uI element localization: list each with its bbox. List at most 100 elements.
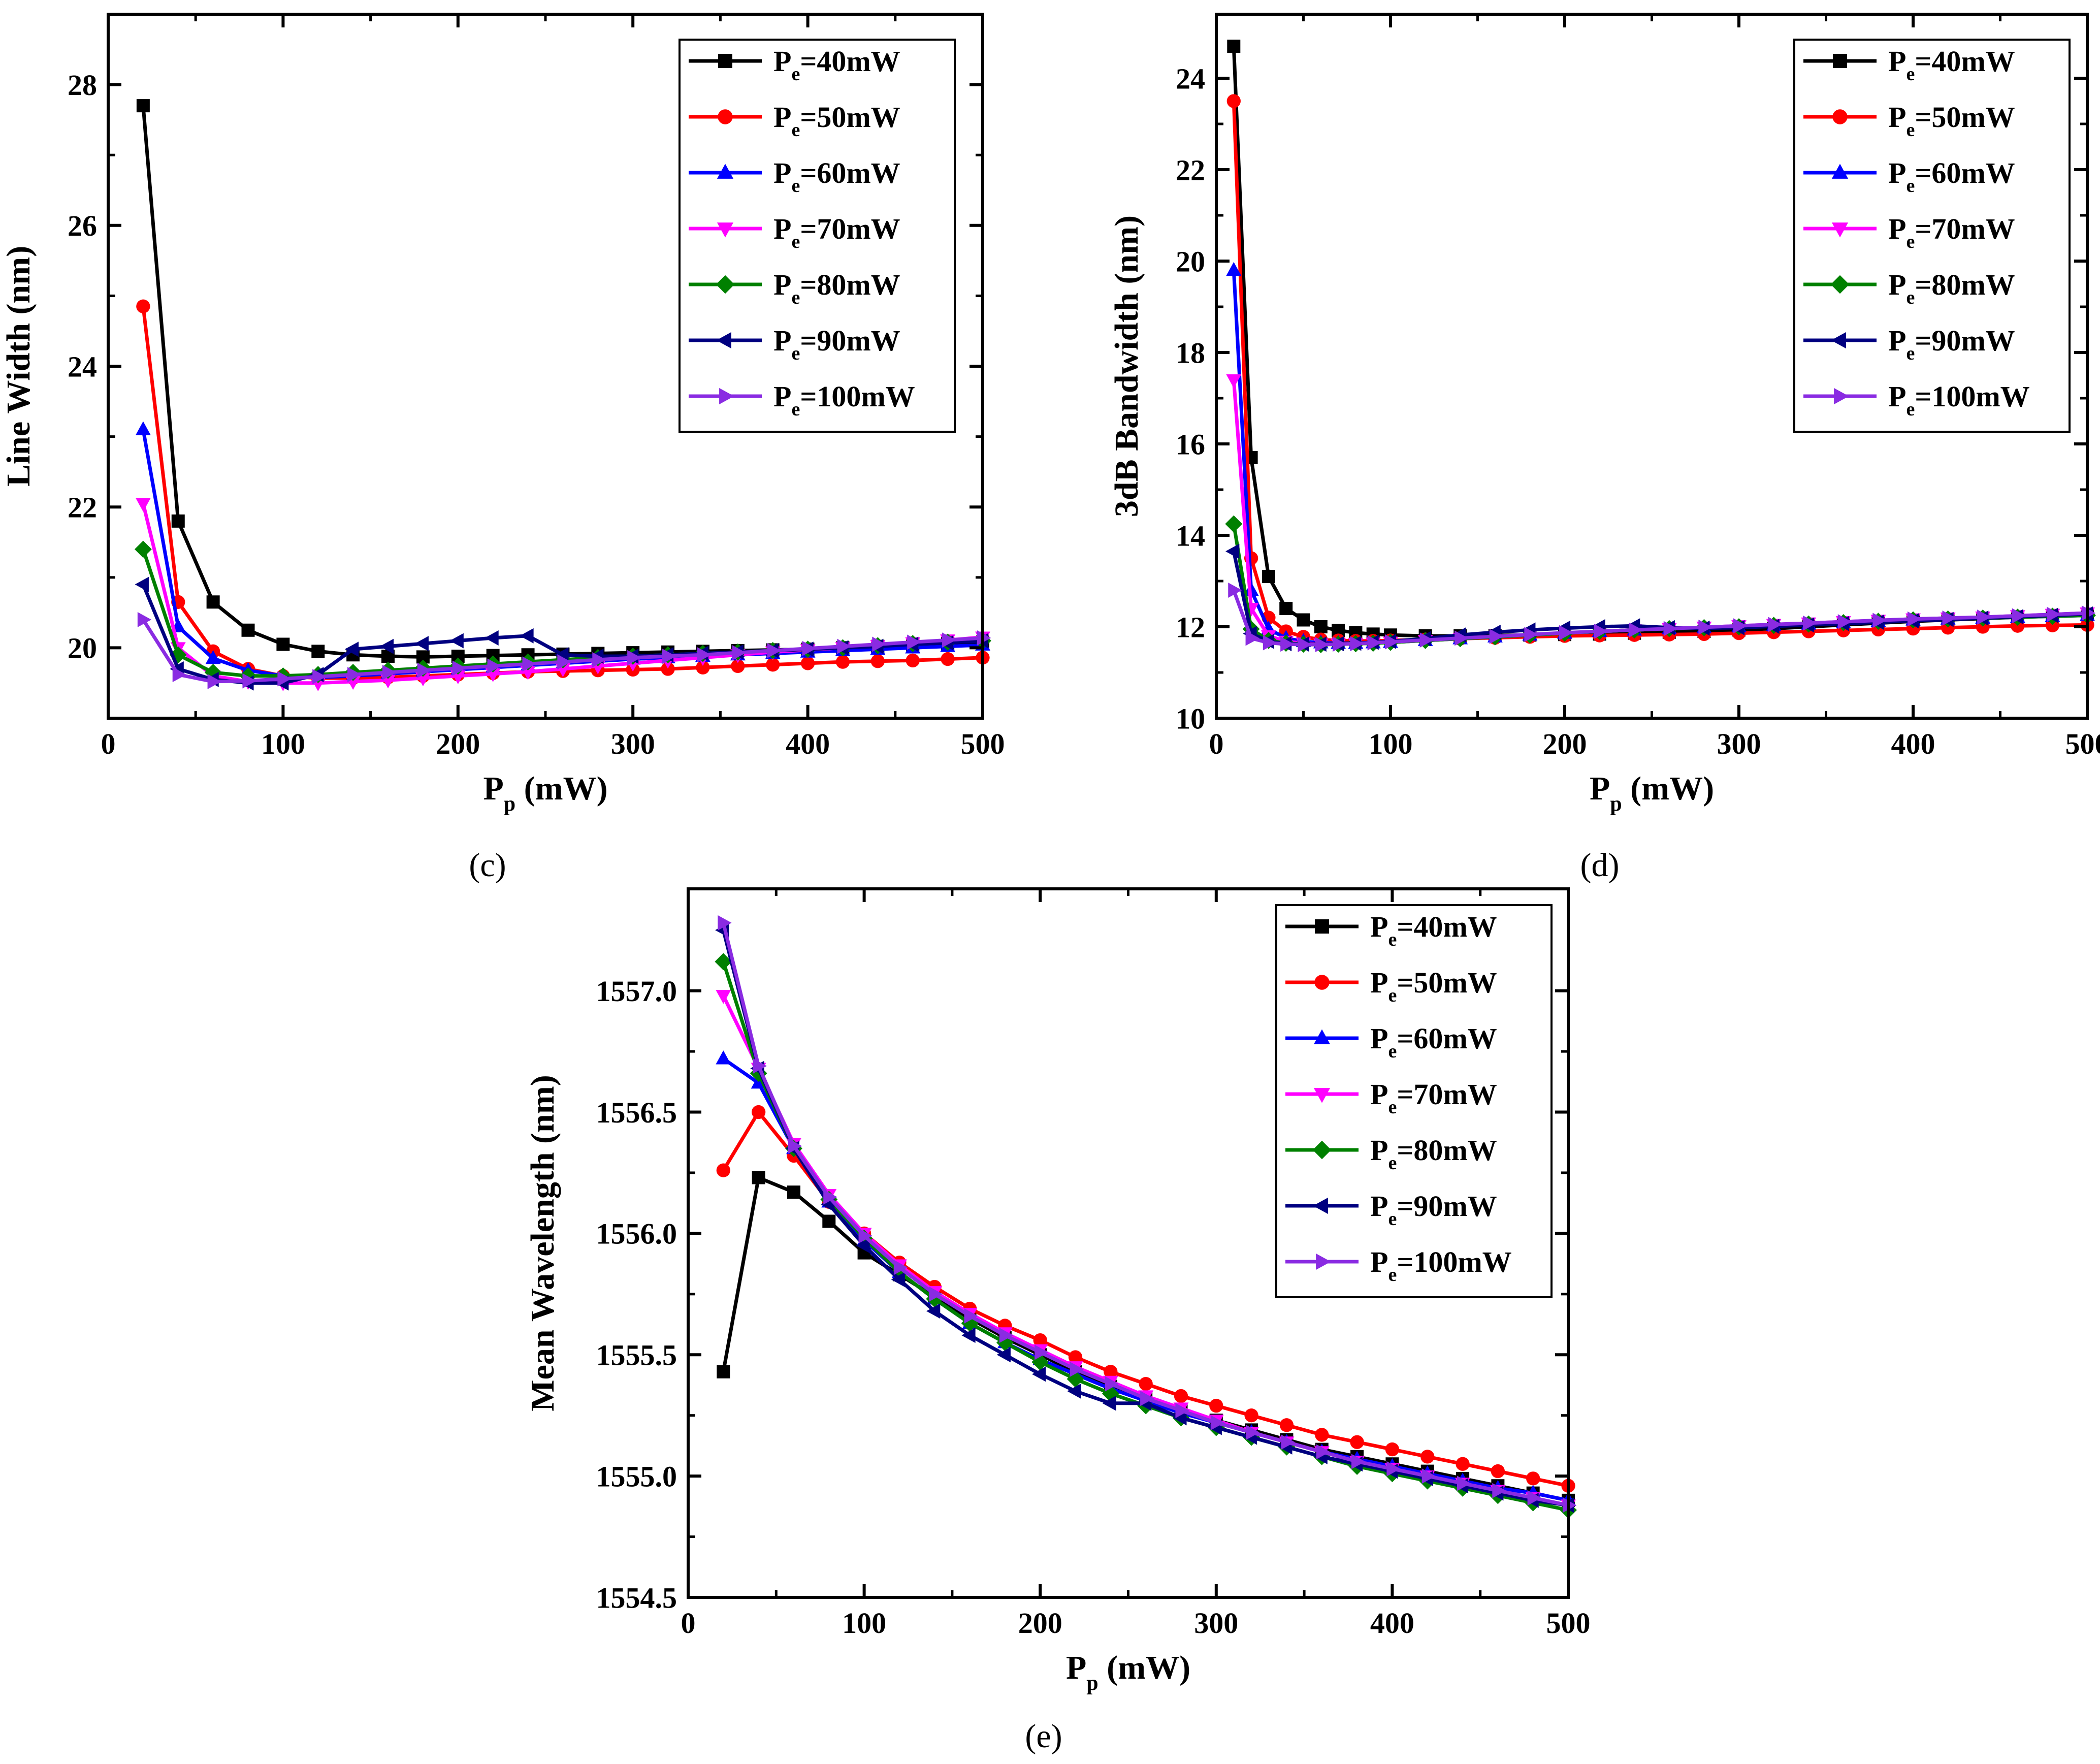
data-point [891, 1272, 905, 1288]
legend-label: Pe=70mW [1370, 1078, 1497, 1118]
x-tick-label: 500 [2065, 727, 2100, 760]
data-point [1297, 613, 1310, 627]
y-tick-label: 16 [1176, 428, 1205, 461]
legend-label: Pe=60mW [1370, 1022, 1497, 1062]
x-tick-label: 300 [1717, 727, 1761, 760]
panel-e: 0 100 200 300 400 500 1554.5 1555.0 1555.5 1556.0… [524, 887, 1591, 1755]
data-point [1262, 570, 1275, 583]
legend-label: Pe=40mW [1370, 910, 1497, 950]
legend-entry: Pe=70mW [1803, 212, 2015, 252]
data-point [134, 540, 152, 558]
legend-label: Pe=70mW [773, 212, 900, 252]
data-point [522, 656, 536, 672]
data-point [1225, 515, 1243, 533]
x-tick-label: 0 [681, 1607, 696, 1640]
x-axis-title: Pp (mW) [1590, 770, 1714, 816]
data-point [382, 664, 397, 680]
data-point [416, 650, 430, 664]
data-point [2012, 608, 2026, 624]
data-point [1524, 627, 1538, 643]
data-point [1245, 630, 1259, 646]
y-tick-label: 1554.5 [596, 1581, 677, 1614]
legend-label: Pe=100mW [1370, 1245, 1512, 1286]
data-point [906, 653, 920, 667]
x-tick-label: 200 [1543, 727, 1587, 760]
data-point [1386, 1461, 1401, 1477]
data-point [241, 623, 255, 637]
data-point [870, 654, 885, 668]
data-point [752, 1171, 765, 1184]
legend-marker [1314, 975, 1330, 990]
data-point [344, 642, 359, 657]
data-point [1768, 617, 1782, 632]
legend-entry: Pe=90mW [1803, 324, 2015, 364]
legend-label: Pe=70mW [1888, 212, 2015, 252]
x-tick-label: 200 [436, 727, 480, 760]
data-point [1246, 1425, 1260, 1440]
data-point [942, 632, 956, 648]
data-point [1139, 1376, 1153, 1391]
data-point [1140, 1391, 1154, 1406]
data-point [1420, 1450, 1435, 1464]
data-point [1315, 637, 1330, 653]
data-point [1031, 1366, 1046, 1382]
y-axis-title: Mean Wavelength (nm) [524, 1075, 561, 1411]
data-point [1298, 637, 1312, 653]
x-tick-label: 300 [611, 727, 655, 760]
data-point [1559, 625, 1573, 640]
legend-entry: Pe=80mW [1285, 1134, 1497, 1174]
data-point [1105, 1376, 1119, 1392]
x-tick-label: 100 [1369, 727, 1413, 760]
data-point [822, 1214, 836, 1228]
data-point [347, 667, 362, 683]
data-point [1263, 635, 1277, 651]
legend-entry: Pe=60mW [1803, 156, 2015, 197]
x-tick-label: 300 [1194, 1607, 1238, 1640]
data-point [787, 1185, 800, 1199]
data-point [379, 638, 394, 654]
legend-entry: Pe=70mW [689, 212, 900, 252]
data-point [1733, 618, 1748, 634]
legend-entry: Pe=100mW [689, 380, 915, 420]
data-point [926, 1303, 941, 1319]
x-axis-title: Pp (mW) [483, 770, 607, 816]
data-point [858, 1228, 873, 1244]
x-tick-label: 400 [1891, 727, 1935, 760]
data-point [520, 628, 534, 644]
legend-marker [717, 164, 734, 179]
panel-caption: (e) [1025, 1718, 1062, 1755]
legend-entry: Pe=100mW [1803, 380, 2030, 420]
data-point [1351, 1454, 1366, 1469]
data-point [753, 1058, 767, 1074]
legend-marker [1316, 1253, 1331, 1270]
data-point [171, 514, 185, 528]
legend-marker [1315, 919, 1329, 934]
legend-label: Pe=90mW [1370, 1190, 1497, 1230]
data-point [1070, 1361, 1084, 1377]
data-point [731, 659, 745, 673]
data-point [449, 633, 464, 649]
data-point [872, 636, 886, 652]
data-point [277, 671, 292, 687]
legend-label: Pe=40mW [773, 45, 900, 85]
data-point [451, 650, 465, 663]
legend-entry: Pe=40mW [1803, 45, 2015, 85]
legend-label: Pe=60mW [1888, 156, 2015, 197]
data-point [1698, 619, 1713, 635]
data-point [1977, 610, 1991, 625]
y-tick-label: 20 [68, 632, 97, 665]
legend-marker [716, 332, 731, 349]
legend-marker [718, 109, 733, 124]
data-point [2047, 606, 2061, 622]
data-point [1228, 583, 1242, 598]
data-point [484, 630, 499, 646]
data-point [1067, 1383, 1081, 1399]
data-point [1527, 1490, 1541, 1506]
data-point [487, 658, 501, 674]
data-point [716, 1163, 730, 1177]
data-point [1226, 374, 1242, 389]
legend-label: Pe=80mW [1888, 268, 2015, 308]
data-point [592, 652, 606, 667]
data-point [1457, 1476, 1471, 1491]
series-Pe=100mW [718, 915, 1577, 1513]
